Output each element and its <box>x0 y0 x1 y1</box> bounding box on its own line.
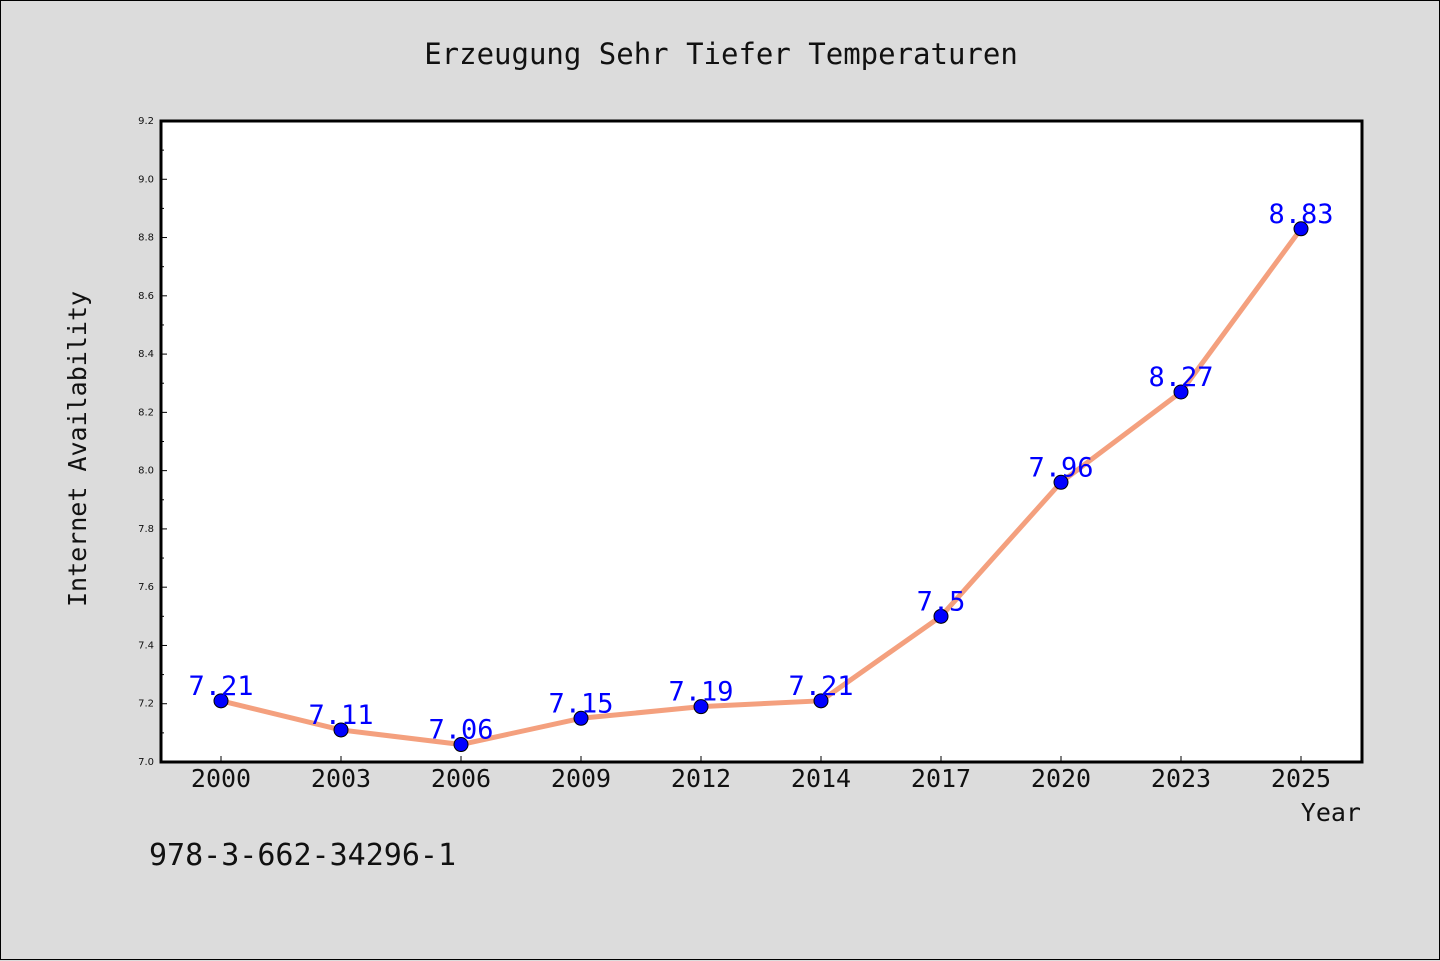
y-tick-label: 9.2 <box>138 116 154 127</box>
y-tick-label: 7.0 <box>138 757 154 768</box>
x-tick-label: 2003 <box>311 764 371 793</box>
y-tick-label: 8.0 <box>138 466 154 477</box>
data-point <box>1293 221 1309 237</box>
x-tick-label: 2025 <box>1271 764 1331 793</box>
data-label: 7.96 <box>1028 452 1093 483</box>
data-label: 7.21 <box>188 671 253 702</box>
x-axis-label: Year <box>1301 798 1361 827</box>
y-tick-label: 7.2 <box>138 699 154 710</box>
data-label: 7.19 <box>668 677 733 708</box>
series-line <box>218 226 1304 748</box>
x-tick-label: 2006 <box>431 764 491 793</box>
x-tick-label: 2009 <box>551 764 611 793</box>
data-label: 7.15 <box>548 688 613 719</box>
y-tick-label: 8.4 <box>138 349 154 360</box>
y-tick-label: 8.8 <box>138 233 154 244</box>
y-tick-label: 9.0 <box>138 174 154 185</box>
data-point <box>813 693 829 709</box>
data-point <box>1053 474 1069 490</box>
plot-border <box>159 119 1364 764</box>
data-point <box>693 699 709 715</box>
y-tick-label: 7.8 <box>138 524 154 535</box>
y-tick-label: 7.6 <box>138 582 154 593</box>
x-tick-label: 2023 <box>1151 764 1211 793</box>
plot-area <box>161 121 1362 762</box>
isbn-footer: 978-3-662-34296-1 <box>149 838 456 873</box>
y-tick-label: 7.4 <box>138 640 154 651</box>
x-tick-label: 2017 <box>911 764 971 793</box>
data-point <box>933 608 949 624</box>
data-label: 8.83 <box>1268 199 1333 230</box>
data-point <box>453 737 469 753</box>
y-tick-label: 8.6 <box>138 291 154 302</box>
data-label: 7.11 <box>308 700 373 731</box>
data-label: 8.27 <box>1148 362 1213 393</box>
x-tick-label: 2014 <box>791 764 851 793</box>
data-point <box>333 722 349 738</box>
data-point <box>1173 384 1189 400</box>
data-point <box>213 693 229 709</box>
data-label: 7.5 <box>917 586 966 617</box>
x-tick-label: 2020 <box>1031 764 1091 793</box>
y-tick-label: 8.2 <box>138 407 154 418</box>
x-tick-label: 2000 <box>191 764 251 793</box>
y-axis-label: Internet Availability <box>63 291 92 607</box>
chart-title: Erzeugung Sehr Tiefer Temperaturen <box>424 37 1018 71</box>
x-axis: 2000 2003 2006 2009 2012 2014 2017 2020 2023 2025 <box>191 756 1331 793</box>
data-labels: 7.21 7.11 7.06 7.15 7.19 7.21 7.5 7.96 8.27 8.83 <box>188 199 1333 746</box>
data-label: 7.06 <box>428 715 493 746</box>
series-layer <box>213 221 1309 753</box>
x-tick-label: 2012 <box>671 764 731 793</box>
data-point <box>573 710 589 726</box>
data-label: 7.21 <box>788 671 853 702</box>
